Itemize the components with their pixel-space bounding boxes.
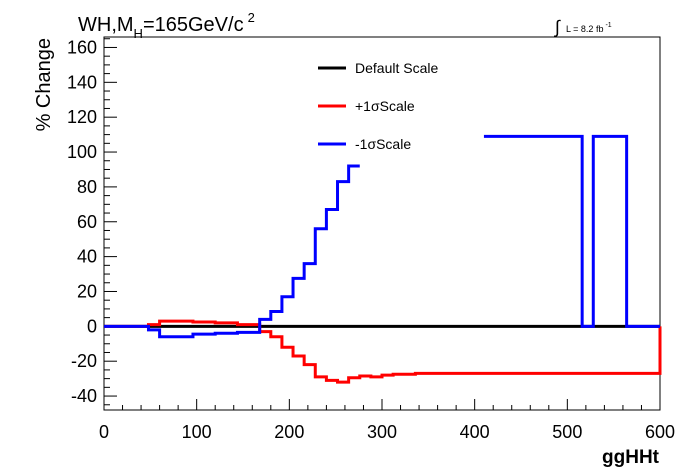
- x-tick-label: 500: [552, 422, 582, 442]
- luminosity-superscript: -1: [605, 22, 611, 29]
- legend-label: +1σScale: [355, 98, 415, 114]
- x-axis-title: ggHHt: [602, 447, 660, 468]
- series-line-minus-sigma-tail: [483, 134, 660, 328]
- series-line-minus-sigma: [104, 164, 360, 339]
- y-tick-label: 160: [67, 37, 97, 57]
- legend: Default Scale +1σScale -1σScale: [318, 60, 438, 152]
- y-tick-label: -40: [71, 386, 97, 406]
- y-axis-title: % Change: [33, 38, 55, 131]
- svg-text:L = 8.2 fb-1: L = 8.2 fb -1: [566, 22, 612, 34]
- axes: 0 100 200 300 400 500 600 -40 -20 0 20 40 60 80 100 120…: [67, 37, 675, 442]
- y-tick-label: 120: [67, 107, 97, 127]
- y-tick-label: 0: [87, 316, 97, 336]
- x-tick-label: 100: [182, 422, 212, 442]
- x-tick-label: 400: [460, 422, 490, 442]
- x-tick-label: 0: [99, 422, 109, 442]
- y-tick-label: 80: [77, 177, 97, 197]
- y-tick-label: -20: [71, 351, 97, 371]
- series-line-plus-sigma: [104, 319, 662, 384]
- x-tick-label: 600: [645, 422, 675, 442]
- series-group: [104, 134, 662, 384]
- chart-title: WH,MH=165GeV/c 2: [78, 10, 255, 41]
- luminosity-label: ∫ L = 8.2 fb -1: [553, 17, 612, 37]
- y-tick-label: 40: [77, 247, 97, 267]
- legend-label: -1σScale: [355, 136, 411, 152]
- plot-frame: [103, 36, 661, 411]
- x-tick-label: 300: [367, 422, 397, 442]
- legend-label: Default Scale: [355, 60, 438, 76]
- luminosity-text: L = 8.2 fb: [566, 24, 603, 34]
- y-tick-label: 20: [77, 281, 97, 301]
- integral-symbol: ∫: [553, 17, 561, 37]
- y-tick-label: 60: [77, 212, 97, 232]
- x-tick-label: 200: [274, 422, 304, 442]
- y-tick-label: 100: [67, 142, 97, 162]
- y-tick-label: 140: [67, 72, 97, 92]
